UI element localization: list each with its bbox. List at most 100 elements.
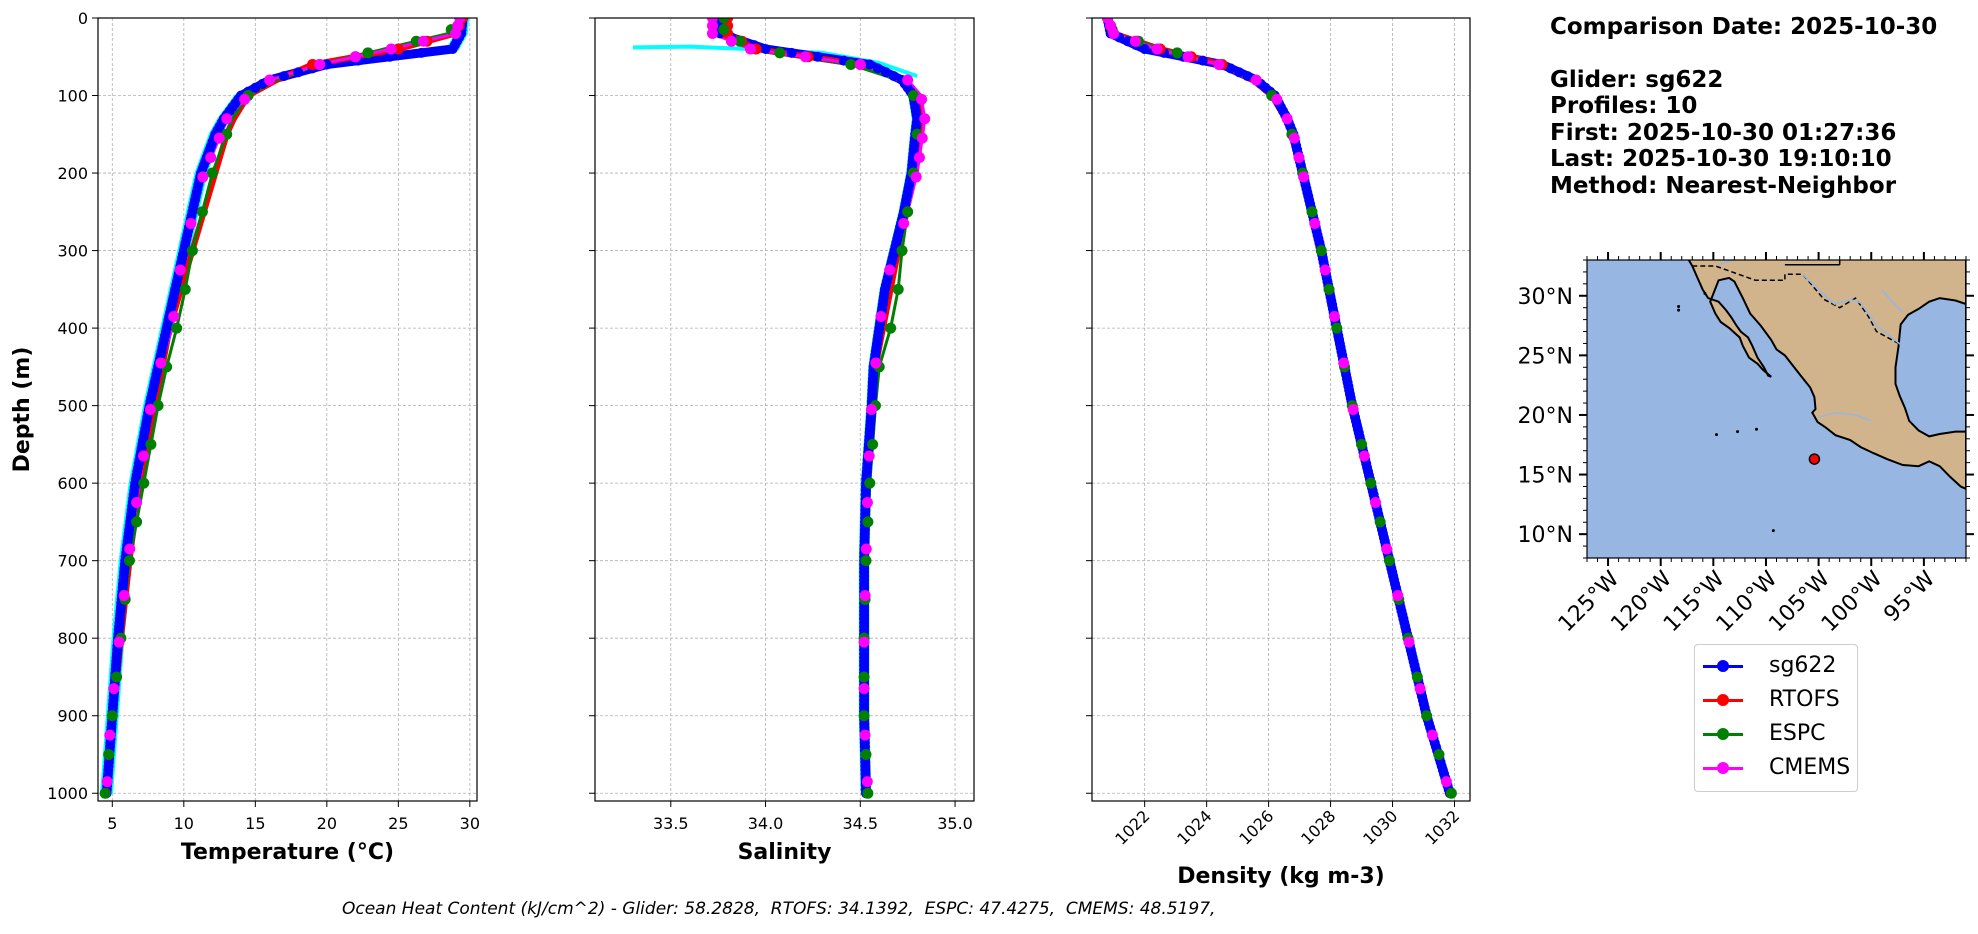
series-marker-espc [860,748,872,760]
series-marker-cmems [1358,450,1370,462]
series-marker-cmems [155,357,167,369]
temperature-panel: 5 10 15 20 25 30 Temperature (°C) 0 100 200 300 400… [10,9,480,865]
series-marker-espc [902,206,914,218]
series-marker-cmems [1281,113,1293,125]
series-marker-cmems [264,74,276,86]
series-marker-espc [123,555,135,567]
y-tick-label: 400 [57,319,88,338]
series-marker-espc [862,516,874,528]
series-marker-sg622 [1234,67,1245,78]
info-text-block: Comparison Date: 2025-10-30 Glider: sg622… [1550,14,1937,199]
series-marker-espc [858,671,870,683]
legend-label-espc: ESPC [1769,721,1826,746]
series-marker-cmems [860,543,872,555]
x-axis-label: Temperature (°C) [181,840,394,865]
series-marker-espc [362,47,374,59]
legend-item-espc: ESPC [1695,719,1855,751]
us-mexico-border [1692,265,1902,346]
series-marker-cmems [108,683,120,695]
x-tick-label: 30 [460,814,480,833]
series-marker-cmems [1370,497,1381,509]
first-time: First: 2025-10-30 01:27:36 [1550,119,1897,146]
y-axis-label: Depth (m) [10,347,35,473]
series-marker-cmems [854,59,866,71]
series-marker-cmems [113,636,125,648]
x-axis-label: Salinity [738,840,832,865]
series-marker-cmems [1440,776,1452,788]
x-tick-label: 20 [317,814,337,833]
series-marker-sg622 [812,51,823,62]
series-marker-espc [1315,245,1327,257]
salinity-panel: 33.5 34.0 34.5 35.0 Salinity [589,17,975,865]
series-marker-cmems [1381,543,1393,555]
series-marker-cmems [124,543,136,555]
density-panel: 1022 1024 1026 1028 1030 1032 Density (kg m-3) [1086,17,1471,889]
axes-frame [594,17,975,802]
y-tick-label: 100 [57,87,88,106]
map-x-tick-label: 95°W [1879,566,1940,627]
series-marker-espc [718,18,730,24]
river [1818,411,1872,422]
series-marker-cmems [131,497,143,509]
series-marker-espc [1331,322,1343,334]
series-marker-cmems [1213,59,1225,71]
series-marker-espc [860,555,872,567]
series-marker-espc [103,748,115,760]
x-tick-label: 34.0 [748,814,784,833]
series-marker-espc [138,477,150,489]
series-marker-cmems [197,171,209,183]
y-tick-label: 600 [57,474,88,493]
series-marker-cmems [1426,729,1438,741]
series-marker-cmems [870,357,882,369]
land-group [1677,260,1966,533]
series-marker-sg622 [1225,63,1236,74]
series-marker-sg622 [293,67,304,78]
series-marker-cmems [1309,217,1321,229]
series-marker-espc [858,710,870,722]
series-marker-espc [1356,438,1368,450]
series-marker-espc [1323,283,1335,295]
series-marker-cmems [118,590,130,602]
legend-marker-sg622 [1717,660,1729,672]
series-marker-espc [1306,206,1318,218]
series-marker-espc [845,59,857,71]
plot-area [1101,18,1457,799]
y-tick-label: 900 [57,707,88,726]
river [1881,289,1904,313]
x-axis: 5 10 15 20 25 30 Temperature (°C) [107,801,480,865]
series-marker-cmems [1288,132,1300,144]
series-markers-cmems [101,18,466,788]
series-marker-espc [1374,516,1386,528]
legend-item-sg622: sg622 [1695,651,1855,683]
x-tick-label: 1032 [1421,806,1463,848]
river [1718,260,1735,266]
series-marker-espc [1433,748,1445,760]
plot-area [99,18,470,799]
map-y-tick-label: 10°N [1518,523,1573,548]
island-dot [1677,304,1681,308]
legend: sg622 RTOFS ESPC CMEMS [1694,644,1858,792]
series-marker-sg622 [872,63,883,74]
legend-marker-espc [1717,728,1729,740]
series-marker-cmems [104,729,116,741]
individual-profile-line [712,18,915,794]
series-marker-espc [1421,710,1433,722]
series-marker-cmems [1293,152,1305,164]
series-marker-cmems [1250,74,1262,86]
legend-item-cmems: CMEMS [1695,753,1855,785]
map-y-tick-label: 20°N [1518,404,1573,429]
series-marker-cmems [859,729,871,741]
series-marker-espc [171,322,183,334]
series-marker-cmems [898,217,910,229]
series-marker-sg622 [1242,71,1253,82]
plot-area [632,18,931,799]
series-marker-cmems [205,152,217,164]
series-marker-cmems [137,450,149,462]
series-marker-sg622 [880,67,891,78]
map-y-tick-label: 15°N [1518,464,1573,489]
series-marker-espc [186,245,198,257]
series-marker-cmems [349,51,361,63]
series-marker-cmems [725,35,737,47]
x-tick-label: 34.5 [842,814,878,833]
legend-label-sg622: sg622 [1769,653,1837,678]
